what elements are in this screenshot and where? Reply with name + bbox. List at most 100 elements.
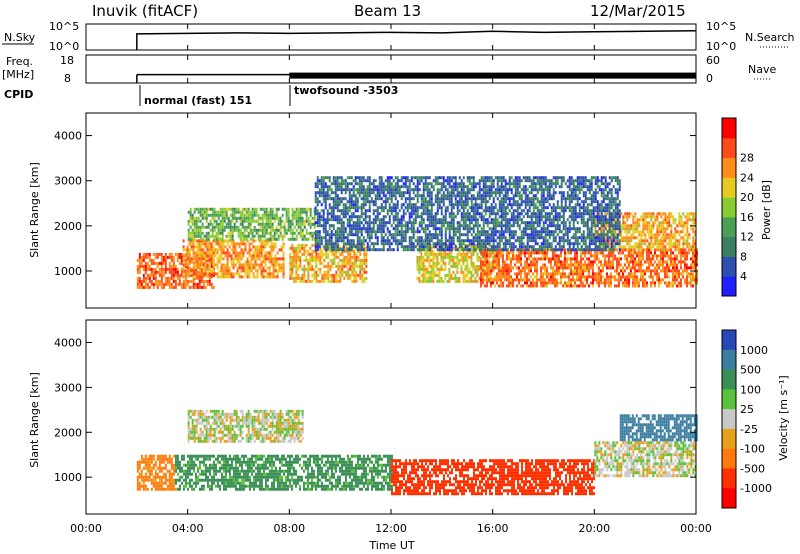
- power-cell: [349, 261, 352, 265]
- power-cell: [319, 267, 322, 271]
- power-cell: [639, 257, 642, 261]
- power-cell: [233, 210, 236, 214]
- power-cell: [481, 263, 484, 267]
- power-cell: [360, 242, 363, 246]
- power-cell: [207, 213, 210, 217]
- power-cell: [626, 218, 629, 222]
- power-cell: [650, 224, 653, 228]
- power-cell: [336, 182, 339, 186]
- power-cell: [660, 239, 663, 243]
- power-cell: [505, 284, 508, 288]
- power-cell: [585, 275, 588, 279]
- power-cell: [322, 245, 325, 249]
- power-cell: [639, 260, 642, 264]
- power-cell: [609, 272, 612, 276]
- power-cell: [629, 251, 632, 255]
- power-cell: [258, 254, 261, 258]
- power-cell: [182, 239, 185, 243]
- power-cell: [631, 266, 634, 270]
- power-cell: [430, 206, 433, 210]
- power-cell: [515, 278, 518, 282]
- power-cell: [196, 272, 199, 276]
- power-cell: [318, 233, 321, 237]
- power-cell: [262, 245, 265, 249]
- power-cell: [446, 179, 449, 183]
- power-cell: [448, 239, 451, 243]
- power-cell: [614, 218, 617, 222]
- power-cell: [673, 278, 676, 282]
- power-cell: [305, 210, 308, 214]
- power-cell: [691, 260, 694, 264]
- power-cell: [172, 270, 175, 274]
- power-cell: [263, 228, 266, 232]
- power-cell: [523, 269, 526, 273]
- power-cell: [313, 231, 316, 235]
- power-cell: [416, 212, 419, 216]
- power-cell: [571, 278, 574, 282]
- power-cell: [553, 257, 556, 261]
- power-cell: [675, 275, 678, 279]
- power-cell: [186, 260, 189, 264]
- power-cell: [402, 194, 405, 198]
- power-cell: [632, 227, 635, 231]
- power-cell: [464, 221, 467, 225]
- power-cell: [336, 245, 339, 249]
- power-cell: [320, 218, 323, 222]
- power-cell: [138, 282, 141, 286]
- power-cell: [468, 270, 471, 274]
- power-cell: [430, 273, 433, 277]
- power-cell: [279, 216, 282, 220]
- power-cell: [378, 179, 381, 183]
- power-cell: [637, 254, 640, 258]
- power-cell: [428, 245, 431, 249]
- power-cell: [432, 233, 435, 237]
- power-cell: [695, 251, 698, 255]
- power-cell: [684, 233, 687, 237]
- power-cell: [268, 239, 271, 243]
- power-cell: [184, 282, 187, 286]
- power-cell: [354, 188, 357, 192]
- power-cell: [688, 245, 691, 249]
- power-cell: [647, 275, 650, 279]
- power-cell: [330, 236, 333, 240]
- power-cell: [208, 242, 211, 246]
- power-cell: [264, 251, 267, 255]
- power-cell: [359, 264, 362, 268]
- power-cell: [273, 216, 276, 220]
- power-cell: [665, 275, 668, 279]
- power-cell: [472, 249, 475, 253]
- power-cell: [338, 218, 341, 222]
- power-cell: [144, 252, 147, 256]
- power-cell: [248, 275, 251, 279]
- power-cell: [509, 257, 512, 261]
- power-cell: [318, 236, 321, 240]
- power-cell: [446, 221, 449, 225]
- power-cell: [311, 252, 314, 256]
- power-cell: [424, 209, 427, 213]
- power-cell: [412, 218, 415, 222]
- power-cell: [450, 197, 453, 201]
- power-cell: [196, 239, 199, 243]
- power-cell: [466, 188, 469, 192]
- power-cell: [216, 239, 219, 243]
- power-cell: [213, 216, 216, 220]
- power-cell: [501, 260, 504, 264]
- power-cell: [420, 194, 423, 198]
- power-cell: [631, 251, 634, 255]
- power-cell: [466, 185, 469, 189]
- power-cell: [341, 273, 344, 277]
- power-cell: [625, 281, 628, 285]
- power-cell: [264, 242, 267, 246]
- power-cell: [197, 207, 200, 211]
- power-cell: [690, 245, 693, 249]
- power-cell: [368, 221, 371, 225]
- power-cell: [366, 230, 369, 234]
- power-cell: [646, 224, 649, 228]
- power-cell: [517, 269, 520, 273]
- power-cell: [412, 191, 415, 195]
- power-cell: [172, 261, 175, 265]
- power-cell: [603, 278, 606, 282]
- power-cell: [243, 237, 246, 241]
- power-cell: [609, 278, 612, 282]
- power-cell: [450, 245, 453, 249]
